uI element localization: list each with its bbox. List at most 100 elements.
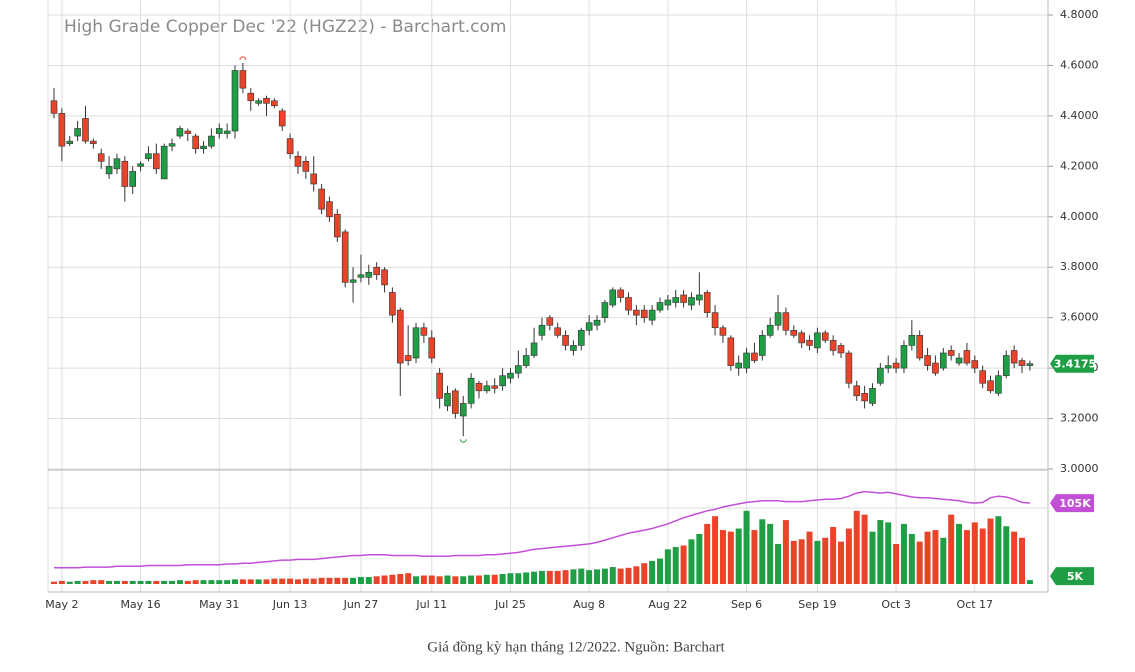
- candle-body: [562, 335, 569, 346]
- candle-body: [231, 70, 239, 132]
- volume-bar: [169, 580, 176, 584]
- y-tick-label: 3.8000: [1060, 260, 1099, 273]
- volume-bar: [743, 510, 750, 584]
- volume-bar: [696, 533, 703, 584]
- candle-body: [90, 140, 97, 144]
- candle-body: [271, 100, 278, 107]
- candle-body: [349, 279, 357, 283]
- volume-bar: [704, 523, 711, 584]
- volume-bar: [609, 567, 616, 584]
- candle-body: [680, 294, 687, 303]
- volume-bar: [255, 579, 262, 584]
- volume-bar: [302, 578, 309, 584]
- candle-body: [208, 135, 215, 147]
- volume-bar: [956, 523, 963, 584]
- candle-body: [940, 352, 947, 369]
- candle-body: [1018, 360, 1026, 366]
- candle-body: [727, 337, 735, 366]
- volume-bar: [82, 580, 89, 584]
- candle-body: [74, 128, 81, 137]
- x-tick-label: Oct 17: [957, 598, 994, 611]
- candle-body: [963, 350, 971, 364]
- candle-body: [609, 289, 617, 306]
- candle-body: [58, 113, 66, 147]
- volume-bar: [1019, 537, 1026, 584]
- volume-bar: [814, 540, 821, 584]
- y-tick-label: 4.8000: [1060, 8, 1099, 21]
- volume-bar: [381, 575, 388, 584]
- volume-bar: [499, 573, 506, 584]
- volume-bar: [208, 580, 215, 584]
- volume-badge-label: 5K: [1067, 570, 1084, 583]
- candle-body: [507, 372, 514, 379]
- candle-body: [688, 297, 695, 306]
- candle-body: [294, 155, 302, 167]
- volume-bar: [688, 539, 695, 584]
- volume-bar: [491, 574, 498, 584]
- candle-body: [877, 367, 884, 384]
- candle-body: [821, 332, 829, 341]
- volume-bar: [672, 547, 679, 584]
- candle-body: [97, 153, 105, 162]
- volume-bar: [948, 514, 955, 584]
- candle-body: [719, 327, 727, 336]
- volume-bar: [389, 574, 396, 584]
- candle-body: [601, 302, 609, 318]
- x-tick-label: Oct 3: [881, 598, 911, 611]
- candle-body: [176, 128, 184, 137]
- candle-body: [278, 110, 286, 127]
- volume-bar: [279, 578, 286, 584]
- volume-bar: [224, 580, 231, 584]
- volume-bar: [1026, 580, 1033, 584]
- volume-badge: 5K: [1050, 567, 1094, 586]
- x-tick-label: Sep 6: [731, 598, 762, 611]
- candle-body: [286, 138, 294, 155]
- volume-bar: [263, 579, 270, 584]
- candle-body: [837, 345, 845, 354]
- volume-bar: [192, 580, 199, 584]
- candle-body: [137, 163, 144, 167]
- volume-bar: [869, 531, 876, 584]
- y-tick-label: 4.4000: [1060, 109, 1099, 122]
- y-tick-label: 4.0000: [1060, 210, 1099, 223]
- volume-bar: [617, 568, 624, 584]
- y-tick-label: 3.2000: [1060, 412, 1099, 425]
- candle-body: [483, 385, 491, 392]
- candle-body: [1010, 350, 1018, 364]
- candle-body: [239, 70, 247, 89]
- volume-bar: [916, 541, 923, 584]
- volume-bar: [680, 545, 687, 584]
- volume-bar: [751, 530, 758, 584]
- candle-body: [302, 160, 310, 172]
- volume-bar: [184, 580, 191, 584]
- candle-body: [215, 128, 223, 134]
- volume-bar: [719, 530, 726, 584]
- candle-body: [585, 322, 593, 331]
- candle-body: [900, 345, 908, 369]
- volume-bar: [161, 580, 168, 584]
- candle-body: [184, 130, 192, 134]
- volume-bar: [924, 531, 931, 584]
- volume-bar: [357, 577, 364, 584]
- candle-body: [861, 393, 868, 402]
- volume-bar: [98, 580, 105, 584]
- volume-bar: [838, 541, 844, 584]
- candle-body: [1002, 355, 1010, 376]
- volume-bar: [1011, 531, 1018, 584]
- volume-bar: [294, 579, 301, 584]
- volume-bar: [649, 560, 656, 584]
- candle-body: [656, 302, 664, 311]
- candle-body: [814, 332, 821, 349]
- x-tick-label: Jul 25: [494, 598, 526, 611]
- volume-bar: [129, 580, 136, 584]
- candle-body: [82, 118, 89, 142]
- volume-bar: [798, 539, 805, 584]
- candle-body: [853, 385, 861, 397]
- last-price-badge: 3.4175: [1050, 354, 1096, 373]
- candle-body: [947, 350, 955, 356]
- candle-body: [318, 188, 325, 210]
- candle-body: [200, 145, 207, 149]
- candle-body: [664, 299, 672, 306]
- volume-bar: [460, 576, 467, 584]
